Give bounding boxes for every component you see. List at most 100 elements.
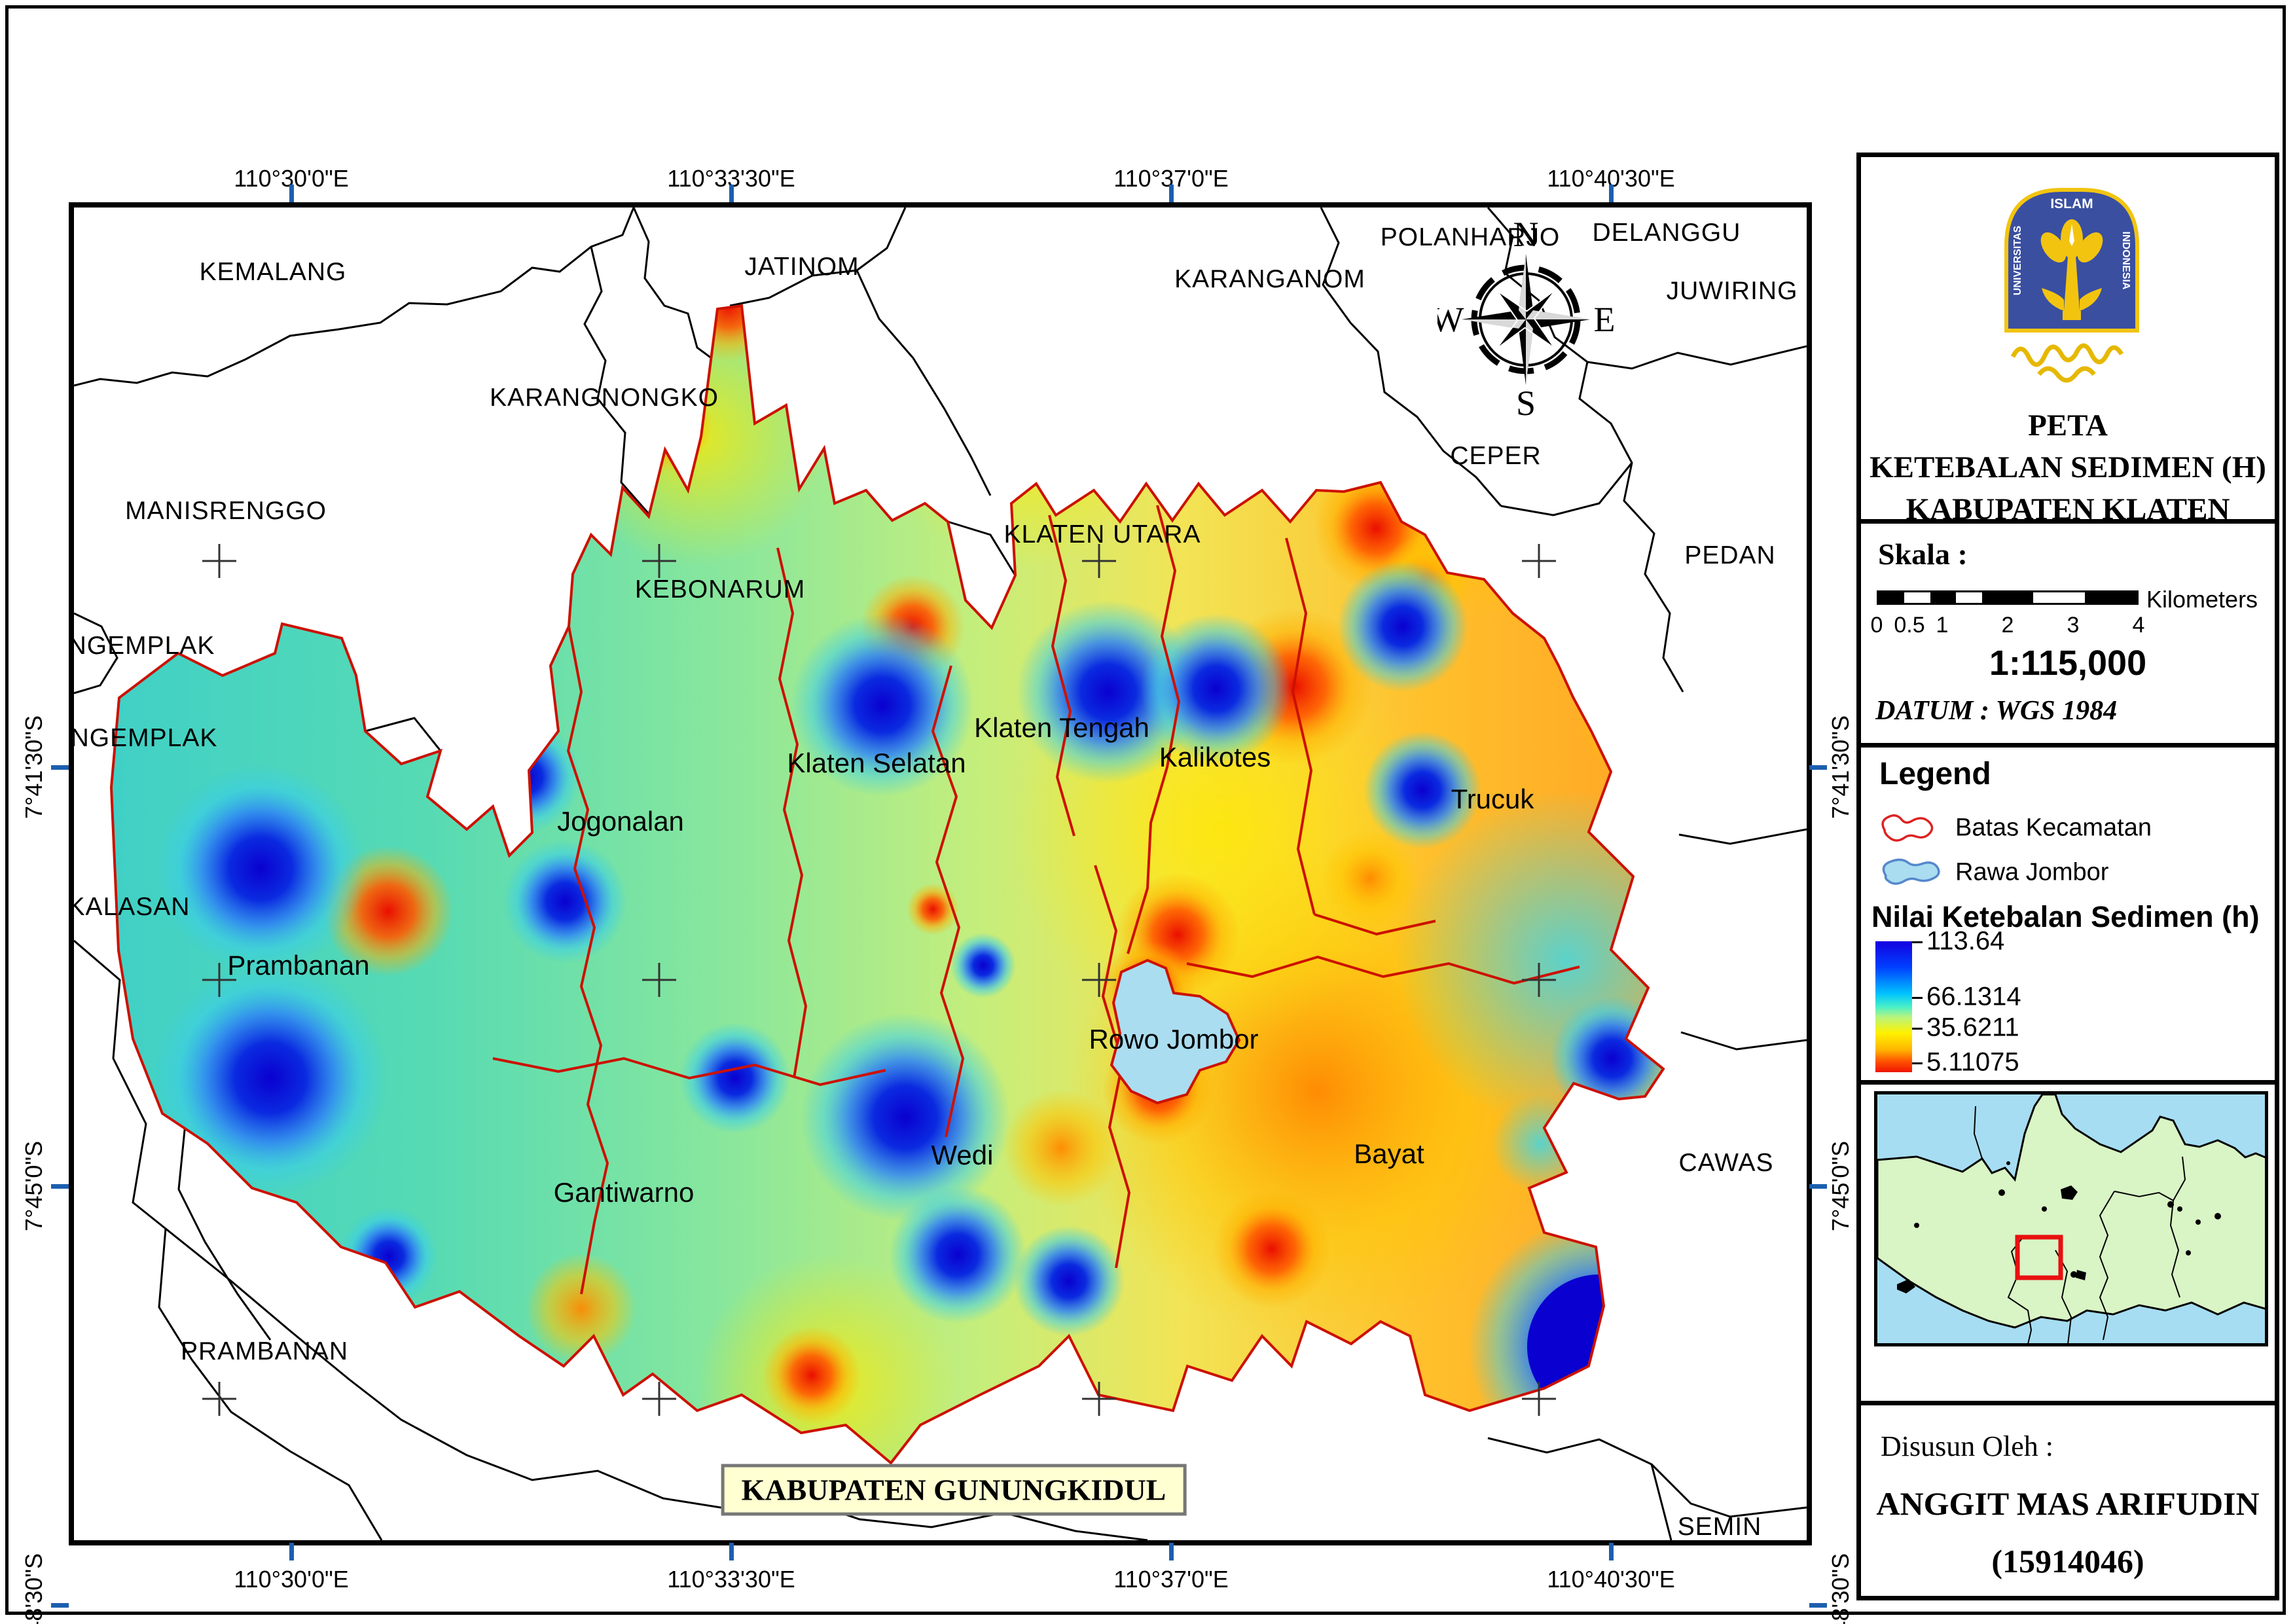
legend-item-rawa-jombor: Rawa Jombor [1877,850,2243,895]
scale-tick-0-5: 0.5 [1894,613,1925,638]
map-label-manisrenggo: MANISRENGGO [125,497,327,525]
graticule-tick [1809,765,1827,770]
ramp-tick [1912,1028,1923,1030]
map-label-kalikotes: Kalikotes [1159,742,1271,772]
map-label-ceper: CEPER [1450,442,1542,470]
axis-label-bottom: 110°30'0"E [234,1566,349,1593]
sediment-color-ramp [1875,941,1912,1072]
ramp-value-66-1314: 66.1314 [1926,982,2021,1011]
compass-s: S [1516,384,1536,419]
axis-label-left: 7°48'30"S [20,1553,47,1624]
map-label-polanharjo: POLANHARJO [1380,223,1561,251]
map-label-prambanan: Prambanan [227,950,370,981]
scale-tick-3: 3 [2067,613,2080,638]
map-label-bayat: Bayat [1354,1138,1424,1169]
map-label-klaten-tengah: Klaten Tengah [974,712,1149,743]
ramp-heading: Nilai Ketebalan Sedimen (h) [1871,900,2260,933]
title-line-3: KABUPATEN KLATEN [1906,492,2230,526]
lake-icon [1882,858,1940,885]
scale-heading: Skala : [1878,537,1968,571]
compass-e: E [1594,300,1615,339]
graticule-tick [51,765,69,770]
logo-calligraphy [2010,343,2124,383]
neighbor-boundaries [74,208,1807,1540]
ramp-tick [1912,941,1923,943]
logo-text-universitas: UNIVERSITAS [2012,225,2023,295]
uii-logo: ISLAM UNIVERSITAS INDONESIA [2000,183,2144,399]
graticule-tick [1809,1184,1827,1189]
graticule-crosses [202,544,1556,1416]
axis-label-right: 7°48'30"S [1827,1553,1854,1624]
map-label-karanganom: KARANGANOM [1174,265,1365,293]
map-label-delanggu: DELANGGU [1592,219,1741,247]
map-label-karangnongko: KARANGNONGKO [489,384,719,412]
ramp-tick [1912,997,1923,999]
regency-outline [109,304,1665,1465]
layout-panel: ISLAM UNIVERSITAS INDONESIA PETA KETEBAL… [1856,153,2279,1600]
map-label-pedan: PEDAN [1684,541,1776,569]
map-label-klaten-utara: KLATEN UTARA [1003,520,1201,549]
ramp-value-5-11075: 5.11075 [1926,1047,2019,1077]
panel-divider [1861,1401,2275,1405]
ramp-value-35-6211: 35.6211 [1926,1013,2019,1042]
author-name: ANGGIT MAS ARIFUDIN [1876,1485,2260,1522]
map-label-klaten-selatan: Klaten Selatan [787,748,966,778]
inset-locator-map [1874,1091,2268,1346]
logo-text-islam: ISLAM [2050,196,2093,211]
graticule-tick [51,1184,69,1189]
map-label-semin: SEMIN [1677,1513,1762,1540]
axis-label-right: 7°41'30"S [1827,715,1854,820]
graticule-tick [729,1543,734,1561]
axis-label-bottom: 110°40'30"E [1547,1566,1675,1593]
map-title: PETA KETEBALAN SEDIMEN (H) KABUPATEN KLA… [1861,405,2275,530]
map-label-prambanan: PRAMBANAN [180,1337,349,1365]
sediment-raster-map [74,208,1807,1540]
title-line-1: PETA [2028,408,2108,442]
legend-heading: Legend [1879,757,1991,791]
panel-divider [1861,1080,2275,1085]
map-label-juwiring: JUWIRING [1666,277,1798,305]
graticule-tick [1609,185,1614,202]
map-label-rowo-jombor: Rowo Jombor [1089,1024,1259,1055]
scale-tick-2: 2 [2001,613,2014,638]
map-label-wedi: Wedi [931,1140,994,1170]
kabupaten-gunungkidul-label: KABUPATEN GUNUNGKIDUL [721,1464,1187,1516]
graticule-tick [289,1543,294,1561]
scale-unit: Kilometers [2146,586,2258,613]
inset-land [1877,1094,2265,1329]
map-frame: KEMALANG JATINOM KARANGANOM POLANHARJO DELAN… [69,202,1812,1545]
axis-label-bottom: 110°37'0"E [1113,1566,1229,1593]
map-label-gantiwarno: Gantiwarno [553,1177,695,1208]
scale-datum: DATUM : WGS 1984 [1875,696,2118,726]
compass-w: W [1437,300,1464,339]
axis-label-left: 7°41'30"S [20,715,47,820]
map-label-kemalang: KEMALANG [199,258,347,286]
axis-label-bottom: 110°33'30"E [667,1566,795,1593]
scale-tick-labels: 0 0.5 1 2 3 4 [1871,613,2145,639]
scale-ratio: 1:115,000 [1989,643,2147,683]
inset-city-marks [1897,1161,2221,1293]
rowo-jombor-lake [1110,958,1241,1105]
axis-label-left: 7°45'0"S [20,1140,47,1232]
graticule-tick [729,185,734,202]
ramp-tick [1912,1062,1923,1064]
legend-item-batas-kecamatan: Batas Kecamatan [1877,805,2243,851]
boundary-outline-icon [1881,814,1934,842]
scale-bar [1877,590,2139,605]
panel-divider [1861,743,2275,748]
sheet-outer-border [5,5,2286,1615]
map-label-trucuk: Trucuk [1451,784,1534,814]
title-line-2: KETEBALAN SEDIMEN (H) [1870,450,2266,484]
ramp-value-113-64: 113.64 [1926,926,2005,956]
map-label-cawas: CAWAS [1678,1149,1774,1177]
scale-tick-0: 0 [1870,613,1883,638]
map-label-jatinom: JATINOM [744,253,859,281]
graticule-tick [1609,1543,1614,1561]
inset-study-area-marker [2015,1235,2063,1280]
graticule-tick [1169,185,1174,202]
panel-divider [1861,519,2275,524]
graticule-tick [1809,1603,1827,1608]
map-label-ngemplak: NGEMPLAK [74,632,215,660]
graticule-tick [1169,1543,1174,1561]
scale-tick-1: 1 [1936,613,1949,638]
